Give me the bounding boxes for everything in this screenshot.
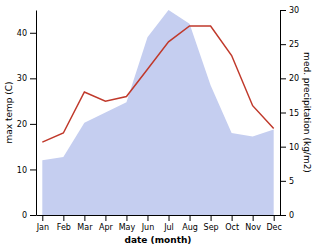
tick: Oct (225, 215, 239, 232)
x-axis-title: date (month) (125, 235, 192, 245)
tick-mark (280, 113, 286, 114)
tick-mark (30, 124, 36, 125)
tick-label: 20 (17, 120, 27, 129)
tick-mark (280, 147, 286, 148)
marks (42, 10, 273, 215)
tick-label: Jul (163, 223, 174, 232)
tick: 20 (280, 74, 299, 83)
tick: Feb (57, 215, 71, 232)
tick-label: 30 (289, 6, 299, 15)
tick-mark (190, 215, 191, 221)
tick: Apr (99, 215, 114, 232)
axis-line (36, 11, 37, 216)
tick-mark (274, 215, 275, 221)
plot: Jan Feb Mar Apr May Jun Jul Aug Sep Oct Nov Dec 0 10 2… (4, 6, 312, 245)
tick-label: Oct (225, 223, 239, 232)
tick-label: Sep (204, 223, 219, 232)
x-axis: Jan Feb Mar Apr May Jun Jul Aug Sep Oct Nov Dec (36, 215, 282, 232)
tick-label: May (119, 223, 136, 232)
tick: 15 (280, 109, 299, 118)
tick: 30 (280, 6, 299, 15)
tick: Nov (245, 215, 261, 232)
tick: 0 (22, 211, 36, 220)
tick: 25 (280, 40, 299, 49)
tick: 10 (280, 143, 299, 152)
tick: 20 (17, 120, 36, 129)
tick-label: 25 (289, 40, 299, 49)
tick-mark (169, 215, 170, 221)
tick: Sep (204, 215, 219, 232)
tick: Mar (77, 215, 93, 232)
tick-label: 5 (289, 177, 294, 186)
tick-label: 10 (17, 166, 27, 175)
tick-label: 0 (289, 211, 294, 220)
tick: Jan (36, 215, 49, 232)
tick-label: Jun (141, 223, 155, 232)
tick-mark (280, 10, 286, 11)
tick: Jun (141, 215, 155, 232)
tick-mark (253, 215, 254, 221)
tick: 40 (17, 29, 36, 38)
tick-mark (30, 215, 36, 216)
tick-mark (42, 215, 43, 221)
tick: Jul (163, 215, 174, 232)
tick-label: 30 (17, 74, 27, 83)
y-axis: 0 10 20 30 40 (17, 11, 37, 221)
tick-label: Dec (266, 223, 281, 232)
line (42, 26, 273, 142)
tick: May (119, 215, 136, 232)
tick: 5 (280, 177, 294, 186)
axis-line (37, 215, 281, 216)
tick-mark (211, 215, 212, 221)
y2-axis-title: med. precipitation (kg/m2) (302, 52, 312, 173)
tick: 30 (17, 74, 36, 83)
tick-label: 15 (289, 109, 299, 118)
y2-axis: 0 5 10 15 20 25 30 (280, 6, 299, 220)
tick-mark (280, 78, 286, 79)
tick: Aug (182, 215, 198, 232)
tick-label: 20 (289, 74, 299, 83)
tick-label: 40 (17, 29, 27, 38)
tick-label: Mar (77, 223, 93, 232)
tick-label: Feb (57, 223, 71, 232)
tick-mark (232, 215, 233, 221)
tick: 10 (17, 166, 36, 175)
tick-mark (30, 33, 36, 34)
tick-mark (63, 215, 64, 221)
y-axis-title: max temp (C) (4, 81, 14, 143)
tick-mark (126, 215, 127, 221)
tick-mark (30, 78, 36, 79)
tick-mark (84, 215, 85, 221)
area (42, 10, 273, 215)
tick: 0 (280, 211, 294, 220)
tick-mark (280, 181, 286, 182)
tick-mark (105, 215, 106, 221)
tick-mark (30, 169, 36, 170)
tick-label: 10 (289, 143, 299, 152)
tick-mark (147, 215, 148, 221)
chart: Jan Feb Mar Apr May Jun Jul Aug Sep Oct Nov Dec 0 10 2… (0, 0, 318, 247)
tick: Dec (266, 215, 281, 232)
tick-label: Aug (182, 223, 198, 232)
tick-label: Nov (245, 223, 261, 232)
tick-mark (280, 215, 286, 216)
tick-label: Apr (99, 223, 114, 232)
tick-mark (280, 44, 286, 45)
tick-label: Jan (36, 223, 49, 232)
tick-label: 0 (22, 211, 27, 220)
